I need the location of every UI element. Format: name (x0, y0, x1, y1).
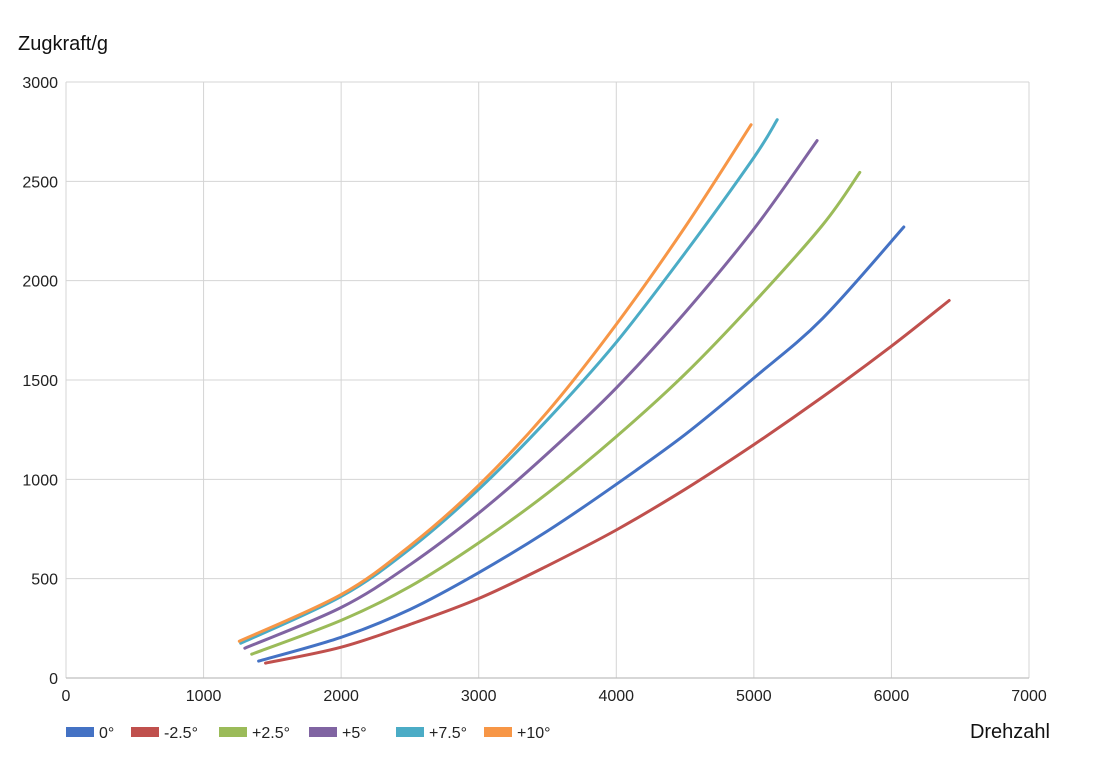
legend: 0° -2.5° +2.5° +5° +7.5° +10° (66, 725, 551, 742)
y-tick-label: 3000 (22, 75, 58, 92)
legend-label: +10° (517, 725, 551, 742)
series-lines (237, 118, 951, 665)
tick-labels: 0 500 1000 1500 2000 2500 3000 0 1000 2000 3000 400… (22, 75, 1046, 705)
legend-label: 0° (99, 725, 114, 742)
y-tick-label: 2500 (22, 174, 58, 191)
legend-swatch (66, 727, 94, 737)
x-tick-label: 6000 (874, 688, 910, 705)
x-tick-label: 4000 (598, 688, 634, 705)
series-line-4 (239, 118, 779, 645)
y-tick-label: 500 (31, 572, 58, 589)
y-tick-label: 1500 (22, 373, 58, 390)
series-line-0 (257, 225, 906, 663)
legend-swatch (219, 727, 247, 737)
x-axis-label: Drehzahl (970, 721, 1050, 743)
x-tick-label: 2000 (323, 688, 359, 705)
series-line-1 (264, 299, 951, 665)
legend-swatch (131, 727, 159, 737)
y-tick-label: 2000 (22, 274, 58, 291)
legend-label: -2.5° (164, 725, 198, 742)
series-line-2 (250, 170, 862, 656)
x-tick-label: 5000 (736, 688, 772, 705)
grid (65, 81, 1030, 679)
y-axis-label: Zugkraft/g (18, 33, 108, 55)
series-line-3 (243, 139, 819, 650)
series-line-5 (237, 123, 753, 643)
legend-label: +7.5° (429, 725, 467, 742)
y-tick-label: 1000 (22, 472, 58, 489)
legend-swatch (396, 727, 424, 737)
x-tick-label: 1000 (186, 688, 222, 705)
legend-label: +5° (342, 725, 367, 742)
legend-swatch (309, 727, 337, 737)
y-tick-label: 0 (49, 671, 58, 688)
legend-swatch (484, 727, 512, 737)
x-tick-label: 3000 (461, 688, 497, 705)
legend-label: +2.5° (252, 725, 290, 742)
x-tick-label: 0 (62, 688, 71, 705)
x-tick-label: 7000 (1011, 688, 1047, 705)
